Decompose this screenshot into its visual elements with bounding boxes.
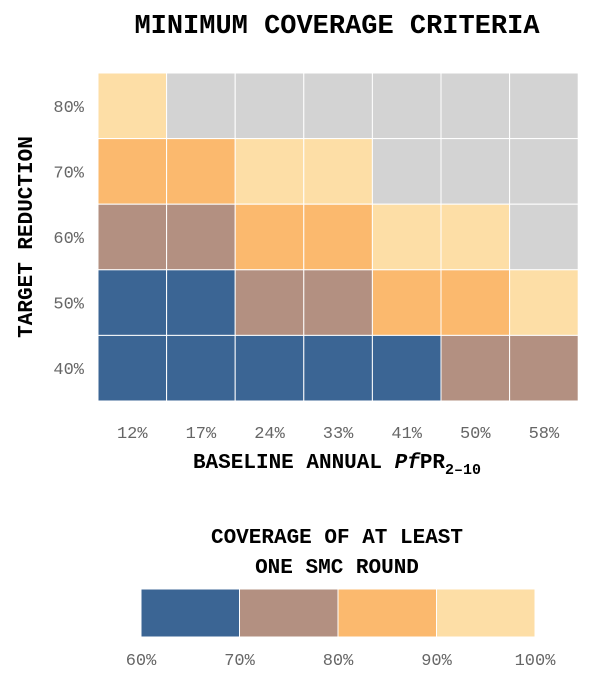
heatmap-cell: [371, 138, 442, 205]
heatmap-cell: [440, 138, 511, 205]
heatmap-cell: [97, 138, 168, 205]
chart-title: MINIMUM COVERAGE CRITERIA: [134, 12, 540, 42]
heatmap-cell: [509, 203, 579, 271]
x-tick-label: 41%: [391, 425, 422, 444]
heatmap-cell: [97, 334, 168, 402]
legend-swatch: [436, 588, 536, 638]
legend-tick-label: 60%: [126, 652, 157, 671]
heatmap-cell: [166, 334, 236, 402]
heatmap-cell: [509, 72, 579, 140]
heatmap-cell: [234, 72, 305, 140]
legend-title-line-2: ONE SMC ROUND: [255, 557, 419, 580]
heatmap-cell: [303, 138, 373, 205]
heatmap-cell: [166, 72, 236, 140]
heatmap-cell: [371, 203, 442, 271]
heatmap-cell: [371, 334, 442, 402]
heatmap-cell: [440, 72, 511, 140]
heatmap-cell: [234, 334, 305, 402]
x-tick-label: 12%: [117, 425, 148, 444]
legend-swatch: [140, 588, 240, 638]
heatmap-cell: [303, 334, 373, 402]
x-axis-label: BASELINE ANNUAL PfPR2–10: [193, 452, 481, 479]
legend-tick-label: 70%: [224, 652, 255, 671]
y-tick-label: 40%: [53, 361, 84, 380]
heatmap-cell: [303, 72, 373, 140]
y-tick-label: 50%: [53, 296, 84, 315]
legend-swatch: [337, 588, 437, 638]
y-tick-label: 60%: [53, 230, 84, 249]
heatmap-cell: [97, 269, 168, 336]
x-axis-label-main: PR: [420, 452, 446, 475]
heatmap-cell: [234, 203, 305, 271]
heatmap-cell: [303, 269, 373, 336]
heatmap-cells: [97, 72, 579, 402]
legend-title-line-1: COVERAGE OF AT LEAST: [211, 527, 463, 550]
legend-tick-label: 90%: [421, 652, 452, 671]
x-tick-label: 17%: [186, 425, 217, 444]
x-tick-label: 58%: [529, 425, 560, 444]
x-tick-label: 50%: [460, 425, 491, 444]
y-tick-label: 70%: [53, 164, 84, 183]
heatmap-cell: [440, 203, 511, 271]
heatmap-cell: [166, 269, 236, 336]
legend-swatches: [140, 588, 536, 638]
heatmap-cell: [234, 269, 305, 336]
heatmap-cell: [234, 138, 305, 205]
heatmap-cell: [166, 138, 236, 205]
legend-tick-label: 80%: [323, 652, 354, 671]
legend-swatch: [239, 588, 339, 638]
heatmap-cell: [509, 138, 579, 205]
heatmap-cell: [97, 72, 168, 140]
heatmap-cell: [509, 269, 579, 336]
heatmap-cell: [509, 334, 579, 402]
x-tick-labels: 12% 17% 24% 33% 41% 50% 58%: [117, 425, 560, 444]
heatmap-cell: [97, 203, 168, 271]
y-tick-labels: 80% 70% 60% 50% 40%: [53, 99, 84, 380]
legend-tick-label: 100%: [515, 652, 557, 671]
x-tick-label: 33%: [323, 425, 354, 444]
heatmap-cell: [371, 72, 442, 140]
x-axis-label-prefix: BASELINE ANNUAL: [193, 452, 395, 475]
y-tick-label: 80%: [53, 99, 84, 118]
x-tick-label: 24%: [254, 425, 285, 444]
heatmap-cell: [440, 334, 511, 402]
x-axis-label-italic: Pf: [395, 452, 422, 475]
heatmap-cell: [303, 203, 373, 271]
heatmap-cell: [371, 269, 442, 336]
heatmap-cell: [440, 269, 511, 336]
x-axis-label-subscript: 2–10: [445, 462, 481, 479]
y-axis-label: TARGET REDUCTION: [16, 136, 39, 338]
heatmap-cell: [166, 203, 236, 271]
legend-tick-labels: 60% 70% 80% 90% 100%: [126, 652, 557, 671]
